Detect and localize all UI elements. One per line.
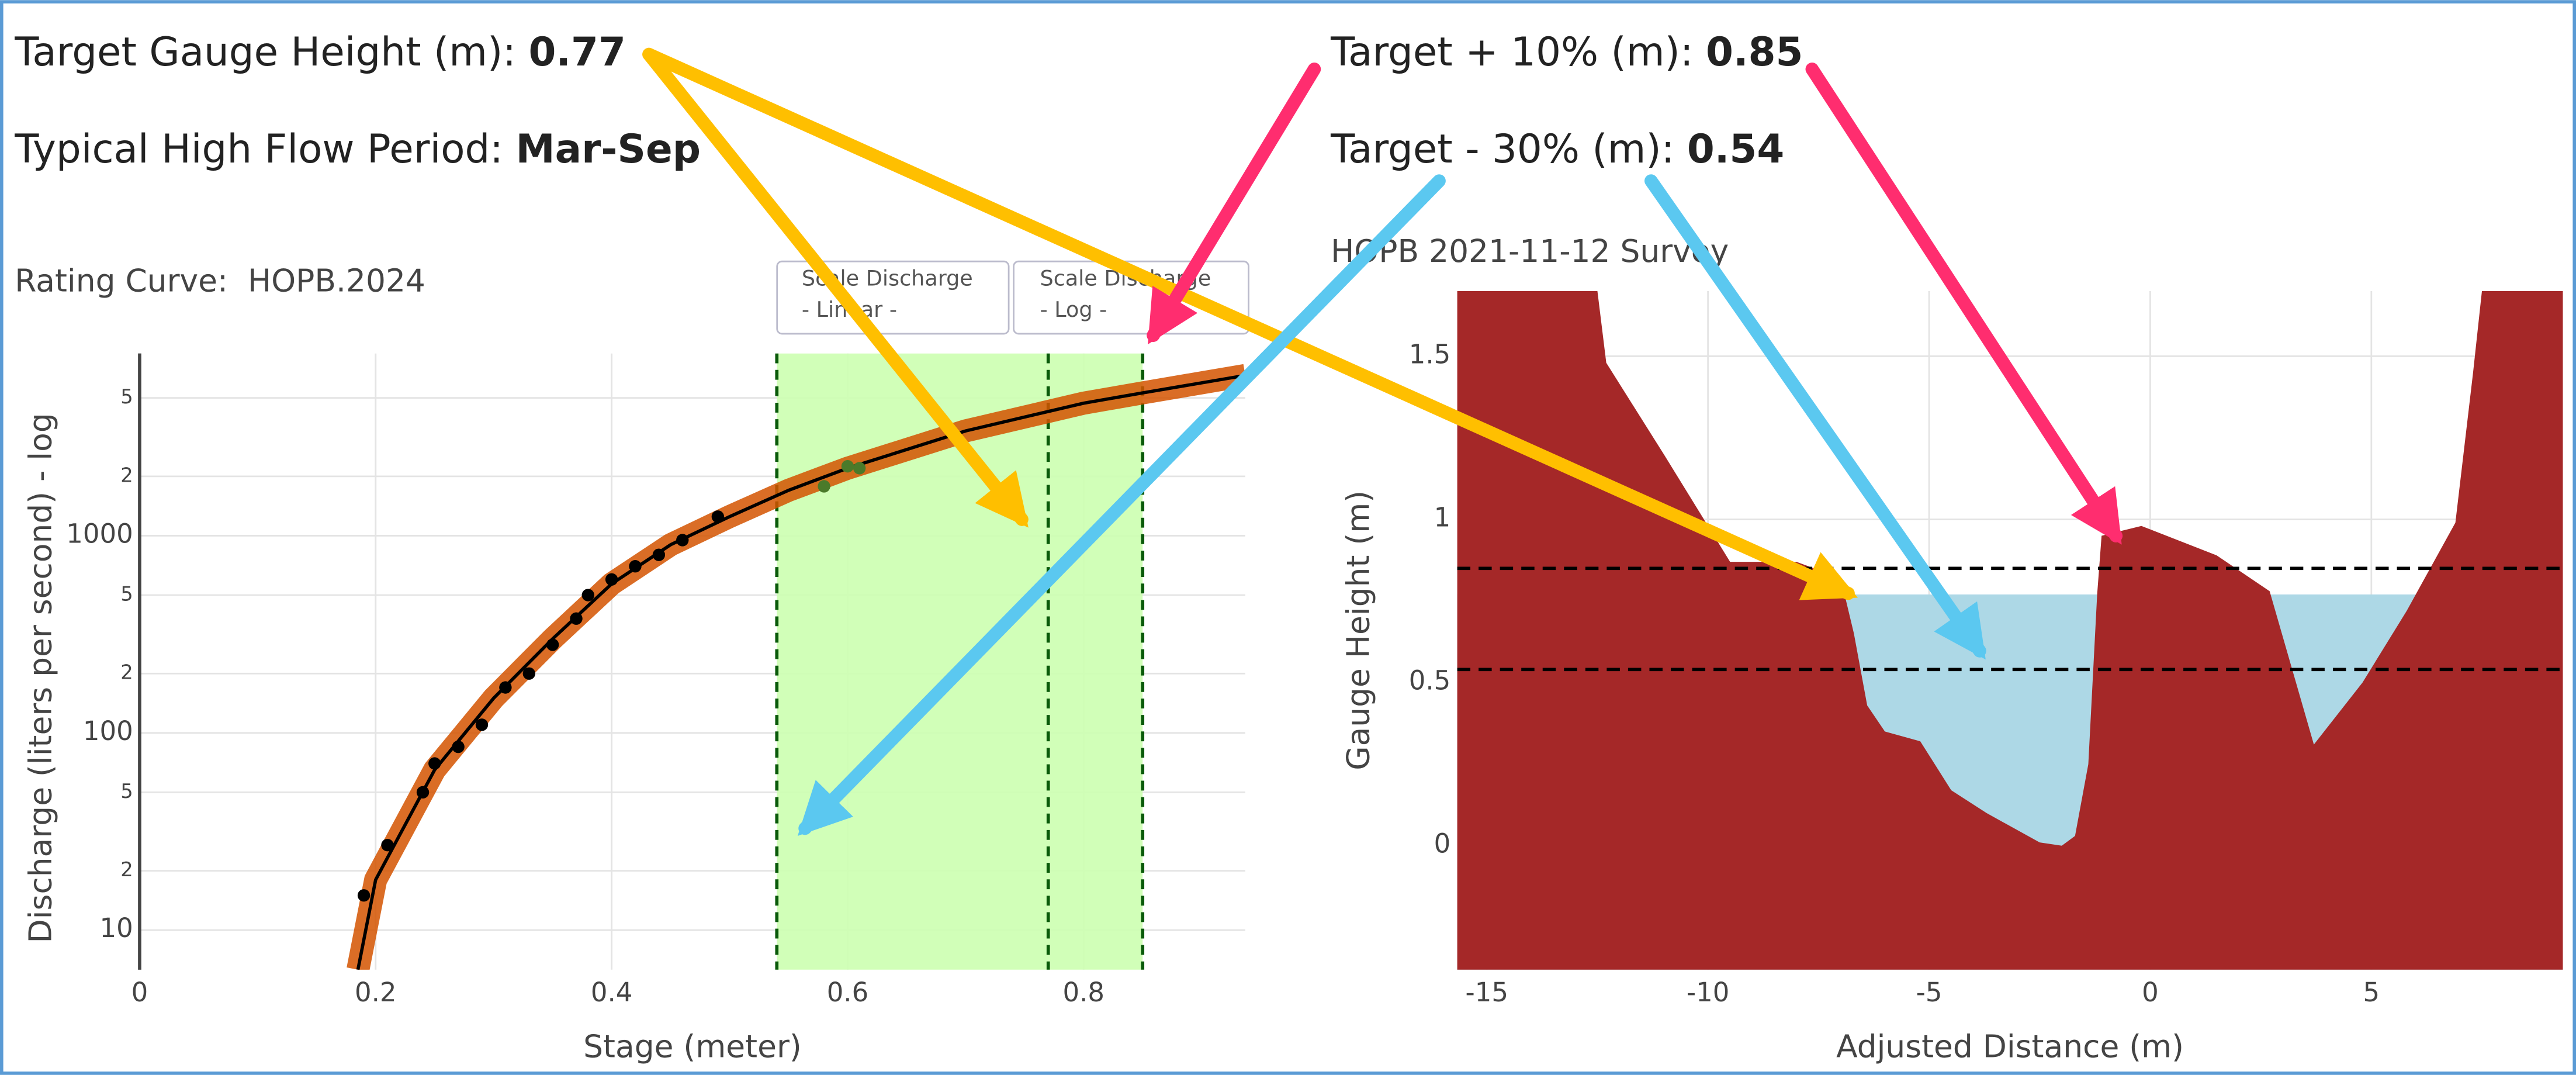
arrow <box>1644 174 1986 660</box>
value: 0.54 <box>1687 125 1784 171</box>
y-tick-label: 0 <box>1434 828 1451 859</box>
x-axis-label: Adjusted Distance (m) <box>1836 1028 2184 1064</box>
x-tick-label: 0 <box>2142 977 2159 1008</box>
measurement <box>605 573 618 586</box>
label: Typical High Flow Period: <box>14 125 515 171</box>
plus10-line: Target + 10% (m): 0.85 <box>1330 29 1803 75</box>
x-tick-label: -15 <box>1466 977 1508 1008</box>
measurement <box>522 667 535 680</box>
minus30-line: Target - 30% (m): 0.54 <box>1330 125 1784 171</box>
y-tick-label: 5 <box>120 780 133 803</box>
measurement <box>711 510 725 523</box>
measurement <box>570 612 583 625</box>
y-tick-label: 1000 <box>66 518 133 549</box>
measurement <box>381 838 394 852</box>
high-flow-line: Typical High Flow Period: Mar-Sep <box>14 125 701 171</box>
measurement <box>629 560 642 573</box>
value: 0.77 <box>528 29 625 75</box>
measurement <box>428 757 441 770</box>
measurement <box>357 889 371 902</box>
measurement <box>676 534 689 547</box>
label: Target + 10% (m): <box>1330 29 1706 75</box>
label: Target Gauge Height (m): <box>14 29 528 75</box>
y-tick-label: 10 <box>99 912 133 943</box>
arrow <box>1147 63 1321 345</box>
y-tick-label: 0.5 <box>1409 665 1451 696</box>
arrow <box>642 47 1029 528</box>
value: 0.85 <box>1706 29 1803 75</box>
chart: HOPB 2021-11-12 Survey Adjusted Distance … <box>1331 233 2563 1064</box>
measurement <box>853 462 866 475</box>
x-tick-label: 0 <box>131 977 148 1008</box>
x-tick-label: 0.6 <box>827 977 869 1008</box>
y-tick-label: 2 <box>120 661 133 684</box>
y-tick-label: 5 <box>120 583 133 606</box>
y-axis-label: Gauge Height (m) <box>1339 490 1376 770</box>
plot-area <box>1457 291 2563 970</box>
measurement <box>652 548 666 561</box>
y-tick-label: 2 <box>120 464 133 486</box>
x-tick-label: -5 <box>1916 977 1943 1008</box>
y-tick-label: 1 <box>1434 502 1451 533</box>
plots: Rating Curve: HOPB.2024 Stage (meter) Disc… <box>15 233 2563 1064</box>
y-tick-label: 5 <box>120 385 133 408</box>
button-text[interactable]: - Log - <box>1040 297 1107 322</box>
measurement <box>475 718 489 731</box>
x-axis-label: Stage (meter) <box>583 1028 802 1064</box>
chart-title: HOPB 2021-11-12 Survey <box>1331 233 1729 269</box>
chart-title: Rating Curve: HOPB.2024 <box>15 262 425 299</box>
y-tick-label: 2 <box>120 858 133 881</box>
measurement <box>499 681 512 694</box>
measurement <box>818 480 830 493</box>
rating-curve <box>356 374 1245 970</box>
value: Mar-Sep <box>515 125 701 171</box>
y-tick-label: 1.5 <box>1409 338 1451 369</box>
x-tick-label: 0.4 <box>591 977 633 1008</box>
label: Target - 30% (m): <box>1330 125 1687 171</box>
ground <box>1457 291 2563 970</box>
arrow <box>1805 63 2123 545</box>
y-axis-label: Discharge (liters per second) - log <box>22 413 59 943</box>
measurement <box>452 740 465 753</box>
measurement <box>546 638 559 651</box>
x-tick-label: 0.2 <box>355 977 397 1008</box>
y-tick-label: 100 <box>83 715 133 746</box>
arrow <box>797 174 1446 836</box>
measurement <box>841 459 854 473</box>
x-tick-label: 0.8 <box>1063 977 1105 1008</box>
button[interactable]: Scale Discharge - Linear - <box>776 260 1010 335</box>
target-line: Target Gauge Height (m): 0.77 <box>14 29 626 75</box>
arrow <box>642 47 1858 600</box>
annotation-arrows <box>642 47 2123 836</box>
x-tick-label: 5 <box>2363 977 2380 1008</box>
measurement <box>416 786 430 799</box>
x-tick-label: -10 <box>1687 977 1729 1008</box>
measurement <box>581 589 594 602</box>
